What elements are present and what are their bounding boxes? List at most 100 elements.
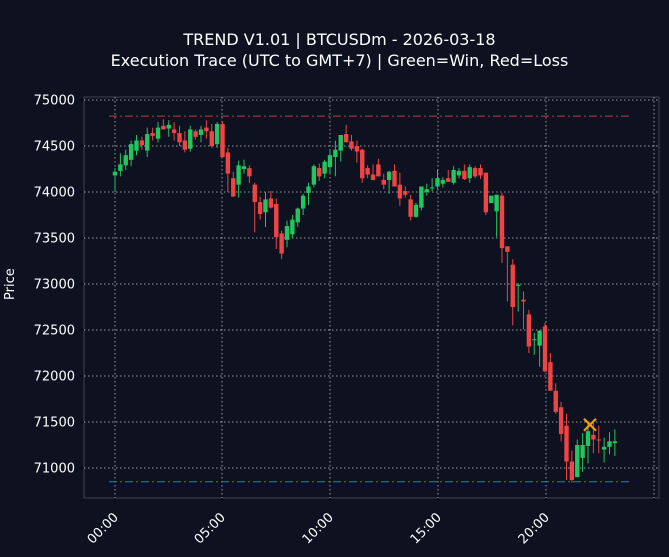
candle-body (338, 134, 343, 151)
candle-body (472, 168, 478, 177)
y-tick-label: 73500 (34, 232, 75, 247)
candle-body (252, 184, 257, 203)
candle-body (386, 171, 392, 181)
y-tick-label: 72500 (34, 324, 75, 339)
trade-marker-x-icon (583, 417, 597, 432)
candle-body (209, 131, 214, 146)
candle-body (241, 166, 247, 169)
y-tick-label: 73000 (34, 278, 75, 293)
candle-body (607, 441, 612, 447)
x-tick-label: 00:00 (85, 510, 122, 547)
y-tick-label: 71000 (34, 462, 75, 477)
candle-body (284, 226, 290, 240)
candle-body (193, 131, 198, 137)
candle-body (564, 425, 569, 462)
candle-body (112, 171, 118, 176)
candle-body (279, 233, 284, 254)
candle-body (311, 166, 317, 185)
candle-body (343, 134, 349, 143)
candle-body (306, 186, 311, 193)
candle-body (553, 390, 558, 412)
candle-body (134, 140, 139, 151)
candle-body (204, 127, 209, 132)
candle-body (376, 164, 381, 177)
candle-body (214, 123, 220, 145)
candle-body (317, 168, 322, 177)
candle-body (290, 219, 295, 235)
candle-body (128, 144, 134, 160)
candle-body (263, 199, 268, 213)
candle-body (150, 133, 155, 136)
candle-body (526, 314, 532, 347)
candle-body (429, 187, 435, 189)
candle-body (155, 127, 161, 139)
candle-body (360, 149, 365, 179)
candle-body (322, 161, 327, 174)
candle-body (295, 208, 300, 223)
candle-body (365, 168, 370, 175)
candle-body (548, 362, 553, 391)
candle-body (257, 202, 263, 215)
candle-body (236, 165, 241, 185)
candle-body (558, 407, 564, 434)
candle-body (456, 170, 462, 176)
candle-body (397, 184, 403, 199)
candle-body (601, 446, 607, 450)
plot-frame (83, 96, 660, 499)
candle-body (435, 178, 440, 187)
y-tick-label: 72000 (34, 370, 75, 385)
candle-body (381, 180, 386, 185)
candle-body (446, 178, 451, 182)
candle-body (510, 264, 515, 307)
y-tick-label: 75000 (34, 94, 75, 109)
y-tick-label: 74000 (34, 186, 75, 201)
candle-body (182, 140, 188, 150)
candle-body (370, 174, 376, 181)
candle-body (569, 461, 575, 480)
candle-body (327, 155, 333, 168)
candle-body (123, 155, 128, 166)
chart-title: TREND V1.01 | BTCUSDm - 2026-03-18 (183, 30, 496, 49)
y-tick-label: 71500 (34, 416, 75, 431)
x-tick-label: 15:00 (408, 510, 445, 547)
candle-body (413, 204, 419, 217)
candle-body (225, 152, 231, 174)
candle-body (171, 129, 177, 134)
candle-body (612, 441, 618, 444)
candle-body (220, 123, 225, 158)
candle-body (478, 168, 483, 176)
candle-body (198, 129, 204, 135)
candle-body (462, 170, 467, 180)
candle-body (483, 172, 489, 213)
candle-body (424, 189, 429, 192)
candle-body (408, 199, 413, 217)
candle-body (575, 445, 580, 478)
candle-body (268, 198, 274, 208)
candle-body (274, 203, 279, 238)
candle-body (349, 141, 354, 149)
candle-body (532, 339, 537, 341)
candle-body (451, 169, 456, 183)
candle-body (300, 195, 306, 209)
candle-body (333, 149, 338, 158)
x-tick-label: 20:00 (516, 510, 553, 547)
candle-body (139, 140, 145, 146)
candle-body (494, 194, 499, 212)
candle-body (161, 125, 166, 130)
candle-body (177, 133, 182, 143)
candle-body (419, 186, 424, 208)
x-tick-label: 10:00 (300, 510, 337, 547)
candle-body (467, 167, 472, 179)
candle-body (118, 164, 123, 171)
y-tick-label: 74500 (34, 140, 75, 155)
candle-body (145, 134, 150, 151)
candle-body (521, 299, 526, 302)
candle-body (515, 284, 521, 286)
candle-body (591, 434, 596, 440)
candle-body (403, 191, 408, 195)
candle-body (489, 195, 494, 204)
candle-body (537, 330, 542, 346)
candle-body (354, 146, 360, 152)
candle-body (499, 195, 505, 249)
